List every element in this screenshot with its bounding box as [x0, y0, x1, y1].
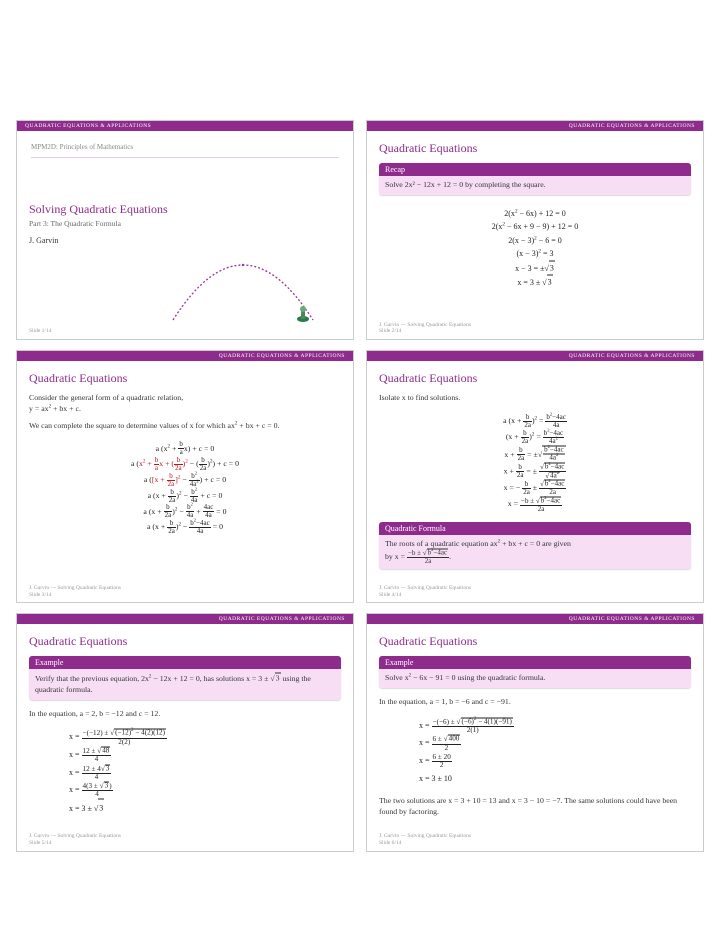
slide-footer: J. Garvin — Solving Quadratic Equations … [17, 583, 353, 602]
math-line: a (x2 + bax + (b2a)2 − (b2a)2) + c = 0 [29, 456, 341, 472]
example-block: Example Solve x2 − 6x − 91 = 0 using the… [379, 656, 691, 688]
math-line: a (x + b2a)2 − b24a + c = 0 [29, 488, 341, 504]
topbar: QUADRATIC EQUATIONS & APPLICATIONS [367, 614, 703, 624]
subtitle: Part 3: The Quadratic Formula [29, 219, 341, 228]
topbar: QUADRATIC EQUATIONS & APPLICATIONS [367, 351, 703, 361]
para: In the equation, a = 2, b = −12 and c = … [29, 709, 341, 720]
math-line: x = 3 ± 3 [379, 275, 691, 290]
block-body: Verify that the previous equation, 2x2 −… [29, 669, 341, 699]
page: QUADRATIC EQUATIONS & APPLICATIONS MPM2D… [0, 0, 720, 932]
math-work: x = −(−6) ± (−6)2 − 4(1)(−91)2(1) x = 6 … [379, 717, 691, 787]
para: The two solutions are x = 3 + 10 = 13 an… [379, 796, 691, 818]
math-work: a (x2 + bax) + c = 0 a (x2 + bax + (b2a)… [29, 441, 341, 535]
math-work: a (x + b2a)2 = b2−4ac4a (x + b2a)2 = b2−… [379, 413, 691, 513]
section-title: Quadratic Equations [379, 634, 691, 649]
math-line: 2(x2 − 6x) + 12 = 0 [379, 207, 691, 221]
main-title: Solving Quadratic Equations [29, 202, 341, 217]
math-line: a ([x + b2a]2 − b24a2) + c = 0 [29, 472, 341, 488]
recap-block: Recap Solve 2x² − 12x + 12 = 0 by comple… [379, 163, 691, 195]
math-line: 2(x2 − 6x + 9 − 9) + 12 = 0 [379, 220, 691, 234]
para: Isolate x to find solutions. [379, 393, 691, 404]
math-work: x = −(−12) ± (−12)2 − 4(2)(12)2(2) x = 1… [29, 728, 341, 817]
math-line: x = 4(3 ± 3)4 [69, 781, 341, 799]
block-head: Example [379, 656, 691, 669]
math-line: x = 12 ± 434 [69, 764, 341, 782]
slide-body: Quadratic Equations Example Verify that … [17, 624, 353, 831]
math-line: x = 6 ± 4002 [419, 734, 691, 752]
para: We can complete the square to determine … [29, 421, 341, 432]
section-title: Quadratic Equations [29, 634, 341, 649]
footer-author: J. Garvin — Solving Quadratic Equations [379, 833, 691, 840]
math-line: x = −(−6) ± (−6)2 − 4(1)(−91)2(1) [419, 717, 691, 735]
math-line: x = −(−12) ± (−12)2 − 4(2)(12)2(2) [69, 728, 341, 746]
math-line: (x − 3)2 = 3 [379, 247, 691, 261]
slide-3: QUADRATIC EQUATIONS & APPLICATIONS Quadr… [16, 350, 354, 603]
math-line: x = 12 ± 484 [69, 746, 341, 764]
row-1: QUADRATIC EQUATIONS & APPLICATIONS MPM2D… [16, 120, 704, 340]
slide-body: Quadratic Equations Isolate x to find so… [367, 361, 703, 583]
slide-1: QUADRATIC EQUATIONS & APPLICATIONS MPM2D… [16, 120, 354, 340]
para: Consider the general form of a quadratic… [29, 393, 341, 415]
math-line: x = 3 ± 3 [69, 799, 341, 818]
math-line: x = 3 ± 10 [419, 770, 691, 788]
footer-page: Slide 6/14 [379, 840, 691, 847]
block-body: Solve 2x² − 12x + 12 = 0 by completing t… [379, 176, 691, 195]
slide-footer: J. Garvin — Solving Quadratic Equations … [367, 831, 703, 850]
course-header: MPM2D: Principles of Mathematics [31, 139, 339, 158]
slide-footer: J. Garvin — Solving Quadratic Equations … [17, 831, 353, 850]
topbar: QUADRATIC EQUATIONS & APPLICATIONS [17, 121, 353, 131]
section-title: Quadratic Equations [29, 371, 341, 386]
math-line: x = 6 ± 202 [419, 752, 691, 770]
footer-author: J. Garvin — Solving Quadratic Equations [29, 585, 341, 592]
block-body: Solve x2 − 6x − 91 = 0 using the quadrat… [379, 669, 691, 688]
slide-body: Quadratic Equations Consider the general… [17, 361, 353, 583]
block-body: The roots of a quadratic equation ax2 + … [379, 535, 691, 570]
math-line: a (x + b2a)2 − b24a + 4ac4a = 0 [29, 504, 341, 520]
math-line: a (x + b2a)2 − b2−4ac4a = 0 [29, 519, 341, 535]
slide-body: MPM2D: Principles of Mathematics Solving… [17, 131, 353, 326]
slide-4: QUADRATIC EQUATIONS & APPLICATIONS Quadr… [366, 350, 704, 603]
slide-footer: J. Garvin — Solving Quadratic Equations … [367, 320, 703, 339]
topbar: QUADRATIC EQUATIONS & APPLICATIONS [17, 351, 353, 361]
math-work: 2(x2 − 6x) + 12 = 0 2(x2 − 6x + 9 − 9) +… [379, 207, 691, 291]
slide-body: Quadratic Equations Example Solve x2 − 6… [367, 624, 703, 831]
math-line: x = −b ± b2−4ac2a [379, 496, 691, 512]
footer-page: Slide 4/14 [379, 592, 691, 599]
footer-page: Slide 5/14 [29, 840, 341, 847]
math-line: a (x + b2a)2 = b2−4ac4a [379, 413, 691, 429]
footer-page: Slide 3/14 [29, 592, 341, 599]
math-line: x − 3 = ±3 [379, 261, 691, 276]
topbar: QUADRATIC EQUATIONS & APPLICATIONS [17, 614, 353, 624]
block-head: Quadratic Formula [379, 522, 691, 535]
slide-2: QUADRATIC EQUATIONS & APPLICATIONS Quadr… [366, 120, 704, 340]
row-3: QUADRATIC EQUATIONS & APPLICATIONS Quadr… [16, 613, 704, 851]
footer-page: Slide 2/14 [379, 328, 691, 335]
course-code: MPM2D: Principles of Mathematics [31, 143, 339, 151]
math-line: x + b2a = ± b2−4ac4a2 [379, 463, 691, 480]
slide-6: QUADRATIC EQUATIONS & APPLICATIONS Quadr… [366, 613, 704, 851]
para: In the equation, a = 1, b = −6 and c = −… [379, 697, 691, 708]
math-line: (x + b2a)2 = b2−4ac4a2 [379, 429, 691, 445]
author: J. Garvin [29, 236, 341, 245]
footer-author: J. Garvin — Solving Quadratic Equations [379, 322, 691, 329]
footer-author: J. Garvin — Solving Quadratic Equations [379, 585, 691, 592]
slide-5: QUADRATIC EQUATIONS & APPLICATIONS Quadr… [16, 613, 354, 851]
footer-author: J. Garvin — Solving Quadratic Equations [29, 833, 341, 840]
topbar: QUADRATIC EQUATIONS & APPLICATIONS [367, 121, 703, 131]
example-block: Example Verify that the previous equatio… [29, 656, 341, 699]
row-2: QUADRATIC EQUATIONS & APPLICATIONS Quadr… [16, 350, 704, 603]
slide-footer: Slide 1/14 [17, 326, 353, 339]
math-line: x + b2a = ±b2−4ac4a2 [379, 446, 691, 463]
section-title: Quadratic Equations [379, 141, 691, 156]
section-title: Quadratic Equations [379, 371, 691, 386]
formula-block: Quadratic Formula The roots of a quadrat… [379, 522, 691, 570]
block-head: Example [29, 656, 341, 669]
math-line: a (x2 + bax) + c = 0 [29, 441, 341, 457]
math-line: x = − b2a ± b2−4ac2a [379, 480, 691, 496]
slide-footer: J. Garvin — Solving Quadratic Equations … [367, 583, 703, 602]
slide-body: Quadratic Equations Recap Solve 2x² − 12… [367, 131, 703, 320]
math-line: 2(x − 3)2 − 6 = 0 [379, 234, 691, 248]
block-head: Recap [379, 163, 691, 176]
